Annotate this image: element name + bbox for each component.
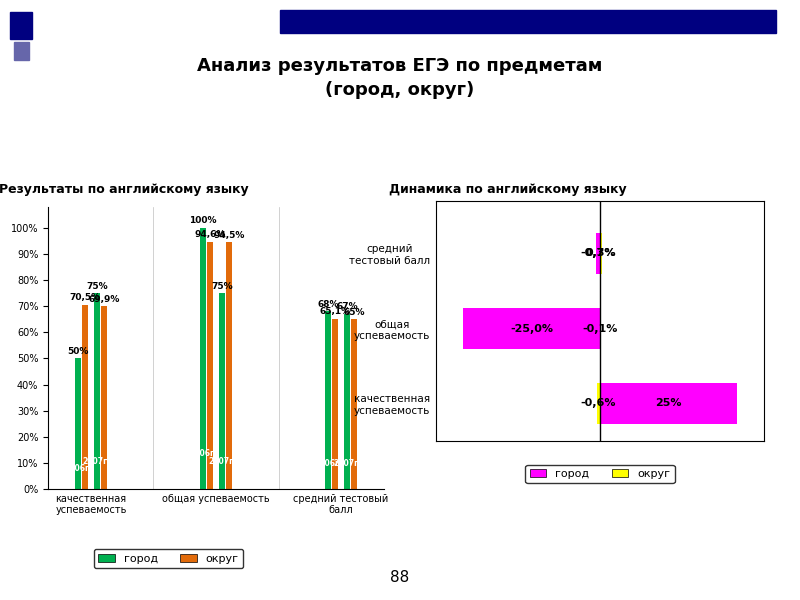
Bar — [101, 307, 107, 489]
Text: 94,6%: 94,6% — [194, 230, 226, 239]
Text: 2006г.: 2006г. — [189, 449, 217, 458]
Text: Анализ результатов ЕГЭ по предметам
(город, округ): Анализ результатов ЕГЭ по предметам (гор… — [198, 57, 602, 98]
Bar — [596, 233, 600, 274]
Text: 2006г.: 2006г. — [314, 458, 342, 467]
Bar — [94, 293, 100, 489]
Text: -0,6%: -0,6% — [581, 398, 616, 409]
Bar — [351, 319, 358, 489]
Text: 70,5%: 70,5% — [70, 293, 101, 302]
Text: -25,0%: -25,0% — [510, 323, 553, 334]
Text: 75%: 75% — [211, 281, 233, 290]
Bar — [600, 383, 737, 424]
Text: 2007г.: 2007г. — [333, 459, 361, 468]
Text: -0,1%: -0,1% — [582, 323, 618, 334]
Text: 94,5%: 94,5% — [214, 230, 245, 239]
Text: Результаты по английскому языку: Результаты по английскому языку — [0, 183, 249, 196]
Text: 2007г.: 2007г. — [82, 457, 110, 466]
Text: 25%: 25% — [655, 398, 682, 409]
Bar — [200, 228, 206, 489]
Bar — [463, 308, 600, 349]
Bar — [597, 383, 600, 424]
Bar — [226, 242, 232, 489]
Text: 69,9%: 69,9% — [88, 295, 120, 304]
Bar — [325, 311, 331, 489]
Text: 2007г.: 2007г. — [208, 457, 236, 466]
Bar — [82, 305, 88, 489]
Text: -0,7%: -0,7% — [580, 248, 616, 259]
Text: 67%: 67% — [336, 302, 358, 311]
Text: 68%: 68% — [318, 300, 339, 309]
Text: 75%: 75% — [86, 281, 108, 290]
Text: 50%: 50% — [67, 347, 89, 356]
Bar — [207, 242, 214, 489]
Text: 100%: 100% — [190, 216, 217, 225]
Text: 65,1%: 65,1% — [320, 307, 350, 316]
Text: 65%: 65% — [343, 308, 365, 317]
Bar — [218, 293, 225, 489]
Bar — [344, 314, 350, 489]
Bar — [600, 233, 602, 274]
Text: 0,3%: 0,3% — [586, 248, 616, 259]
Legend: город, округ: город, округ — [94, 549, 243, 568]
Bar — [332, 319, 338, 489]
Text: 2006г.: 2006г. — [64, 464, 92, 473]
Text: Динамика по английскому языку: Динамика по английскому языку — [389, 183, 627, 196]
Bar — [74, 358, 81, 489]
Legend: город, округ: город, округ — [526, 464, 674, 484]
Text: 88: 88 — [390, 570, 410, 585]
